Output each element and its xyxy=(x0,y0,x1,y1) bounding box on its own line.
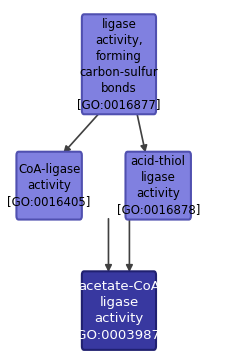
FancyBboxPatch shape xyxy=(125,152,190,220)
FancyBboxPatch shape xyxy=(16,152,81,220)
Text: acetate-CoA
ligase
activity
[GO:0003987]: acetate-CoA ligase activity [GO:0003987] xyxy=(72,280,165,341)
Text: CoA-ligase
activity
[GO:0016405]: CoA-ligase activity [GO:0016405] xyxy=(7,163,90,208)
FancyBboxPatch shape xyxy=(81,14,155,114)
Text: ligase
activity,
forming
carbon-sulfur
bonds
[GO:0016877]: ligase activity, forming carbon-sulfur b… xyxy=(77,18,160,111)
Text: acid-thiol
ligase
activity
[GO:0016878]: acid-thiol ligase activity [GO:0016878] xyxy=(116,155,199,216)
FancyBboxPatch shape xyxy=(81,271,155,350)
